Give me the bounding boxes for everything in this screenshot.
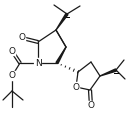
Polygon shape	[56, 47, 66, 64]
Text: O: O	[18, 34, 26, 42]
Text: O: O	[9, 72, 15, 81]
Text: O: O	[72, 83, 79, 92]
Polygon shape	[100, 69, 116, 76]
Text: N: N	[35, 59, 41, 68]
Text: O: O	[87, 101, 95, 111]
Polygon shape	[56, 13, 68, 30]
Text: O: O	[9, 46, 15, 55]
